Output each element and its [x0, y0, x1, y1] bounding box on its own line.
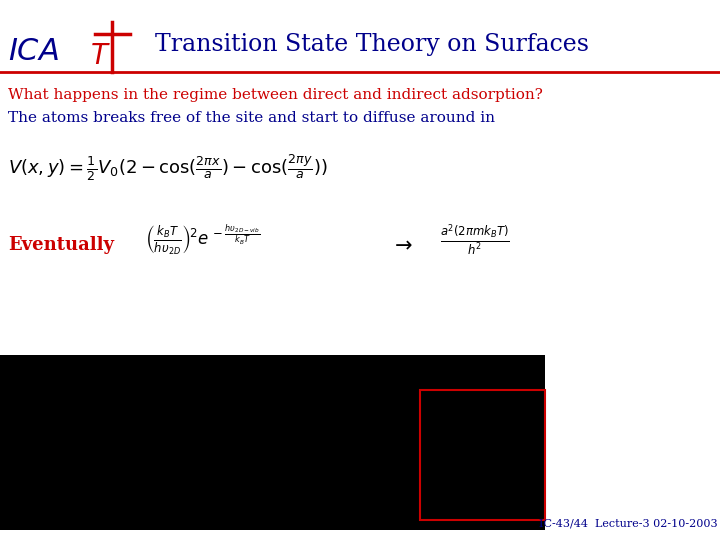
Text: IC-43/44  Lecture-3 02-10-2003: IC-43/44 Lecture-3 02-10-2003 — [539, 518, 718, 528]
Text: Transition State Theory on Surfaces: Transition State Theory on Surfaces — [155, 33, 589, 57]
Text: $V(x, y) = \frac{1}{2}V_0(2 - \cos(\frac{2\pi x}{a}) - \cos(\frac{2\pi y}{a}))$: $V(x, y) = \frac{1}{2}V_0(2 - \cos(\frac… — [8, 153, 328, 183]
Text: $\it{T}$: $\it{T}$ — [90, 43, 111, 70]
Bar — [420, 390, 545, 520]
Text: The atoms breaks free of the site and start to diffuse around in: The atoms breaks free of the site and st… — [8, 111, 495, 125]
Text: $\it{ICA}$: $\it{ICA}$ — [8, 37, 59, 68]
Text: What happens in the regime between direct and indirect adsorption?: What happens in the regime between direc… — [8, 88, 543, 102]
Text: $\frac{a^2(2\pi m k_B T)}{h^2}$: $\frac{a^2(2\pi m k_B T)}{h^2}$ — [440, 222, 510, 258]
Text: $\rightarrow$: $\rightarrow$ — [390, 235, 413, 254]
Bar — [0, 355, 545, 530]
Text: $\left(\frac{k_B T}{h\upsilon_{2D}}\right)^{\!2} e^{\,-\frac{h\upsilon_{2D-vib}}: $\left(\frac{k_B T}{h\upsilon_{2D}}\righ… — [145, 223, 260, 257]
Text: Eventually: Eventually — [8, 236, 114, 254]
